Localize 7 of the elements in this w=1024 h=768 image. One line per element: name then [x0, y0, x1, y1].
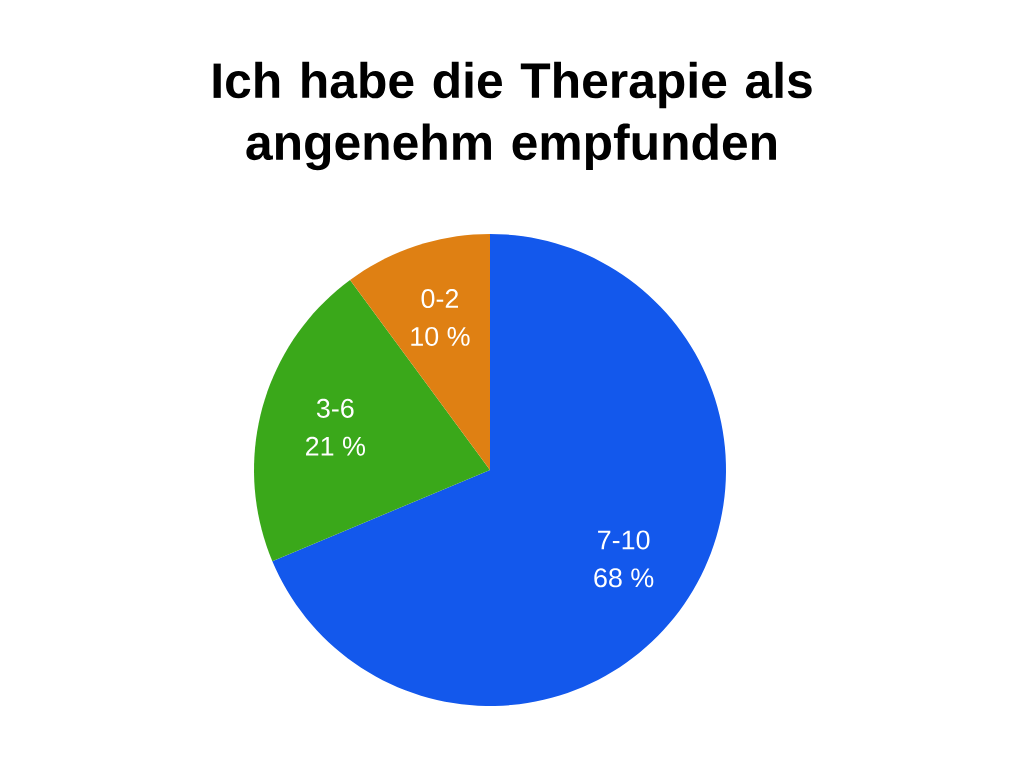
chart-title: Ich habe die Therapie als angenehm empfunden — [213, 61, 812, 171]
data-label: 10 % — [411, 326, 470, 346]
slice-label: 0-2 — [421, 289, 459, 309]
slice-label: 3-6 — [316, 398, 354, 418]
data-label: 68 % — [594, 568, 654, 588]
slice-label: 7-10 — [598, 530, 650, 550]
data-label: 21 % — [306, 436, 365, 456]
